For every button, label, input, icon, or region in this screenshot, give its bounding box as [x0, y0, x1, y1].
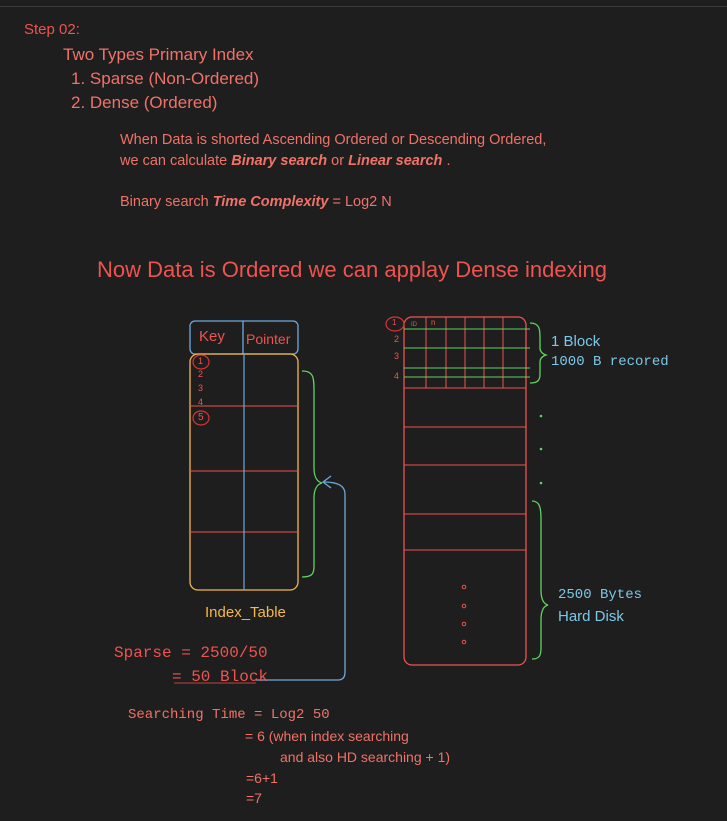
row-1-circle	[385, 316, 405, 332]
block-brace	[529, 322, 549, 384]
key-5-circle	[192, 410, 210, 426]
disk-brace	[531, 500, 549, 660]
calc-line-4: =6+1	[246, 770, 278, 786]
searching-time-value: = Log2 50	[245, 707, 330, 723]
dot	[539, 414, 543, 418]
complexity-line: Binary search Time Complexity = Log2 N	[120, 194, 392, 210]
calc-line-2: = 6 (when index searching	[245, 728, 409, 744]
disk-size-label: 2500 Bytes	[558, 587, 643, 603]
complexity-value: = Log2 N	[328, 194, 392, 210]
section-title: Two Types Primary Index	[63, 45, 254, 64]
sparse-arrow-head	[321, 475, 332, 489]
type-dense: 2. Dense (Ordered)	[71, 93, 218, 112]
block-label: 1 Block	[551, 333, 601, 350]
note-prefix: we can calculate	[120, 153, 232, 169]
hard-disk-label: Hard Disk	[558, 608, 624, 625]
searching-time-label: Searching Time	[128, 707, 246, 723]
block-record-rows	[404, 328, 530, 378]
column-pointer: Pointer	[246, 331, 291, 347]
calc-line-3: and also HD searching + 1)	[280, 749, 451, 765]
sparse-arrow	[256, 481, 346, 681]
dot	[539, 481, 543, 485]
column-key: Key	[199, 328, 225, 345]
note-line-1: When Data is shorted Ascending Ordered o…	[120, 132, 547, 148]
type-sparse: 1. Sparse (Non-Ordered)	[71, 69, 260, 88]
note-or: or	[327, 153, 349, 169]
key-4: 4	[198, 397, 204, 407]
dense-indexing-heading: Now Data is Ordered we can applay Dense …	[97, 257, 607, 282]
disk-row-3: 3	[394, 351, 400, 361]
complexity-prefix: Binary search	[120, 194, 213, 210]
dot	[539, 447, 543, 451]
index-table-caption: Index_Table	[205, 604, 286, 621]
key-1-circle	[192, 354, 210, 370]
index-brace	[301, 370, 323, 578]
disk-row-1: 1	[392, 318, 397, 327]
calc-line-5: =7	[246, 790, 262, 806]
disk-ellipsis	[461, 584, 467, 645]
block-record-label: 1000 B recored	[551, 354, 669, 370]
key-3: 3	[198, 383, 204, 393]
complexity-term: Time Complexity	[212, 194, 329, 210]
searching-time-line: Searching Time = Log2 50	[128, 707, 330, 723]
note-period: .	[442, 153, 451, 169]
disk-col-n: n	[431, 318, 436, 327]
key-5: 5	[198, 412, 204, 423]
key-1: 1	[198, 356, 204, 366]
sparse-calc: Sparse = 2500/50	[114, 644, 268, 662]
binary-search-term: Binary search	[231, 153, 328, 169]
disk-row-2: 2	[394, 334, 400, 344]
step-label: Step 02:	[24, 21, 80, 38]
blocks-result: = 50 Block	[172, 668, 269, 686]
disk-row-4: 4	[394, 371, 400, 381]
disk-col-id: ID	[411, 322, 417, 328]
linear-search-term: Linear search	[348, 153, 443, 169]
note-line-2: we can calculate Binary search or Linear…	[120, 153, 450, 169]
key-2: 2	[198, 369, 204, 379]
top-divider	[0, 6, 727, 7]
